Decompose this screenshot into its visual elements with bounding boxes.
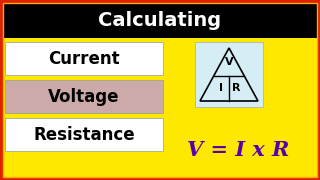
Text: Resistance: Resistance [33,125,135,143]
Bar [195,42,263,107]
Bar [5,118,163,151]
Text: I: I [220,83,223,93]
Bar [5,42,163,75]
Text: Calculating: Calculating [99,10,221,30]
Text: R: R [232,83,241,93]
Bar [0,0,320,38]
Text: V: V [225,57,233,67]
Text: Current: Current [48,50,120,68]
Text: V = I x R: V = I x R [187,140,289,160]
Bar [0,0,320,4]
Text: Voltage: Voltage [48,87,120,105]
Bar [5,80,163,113]
